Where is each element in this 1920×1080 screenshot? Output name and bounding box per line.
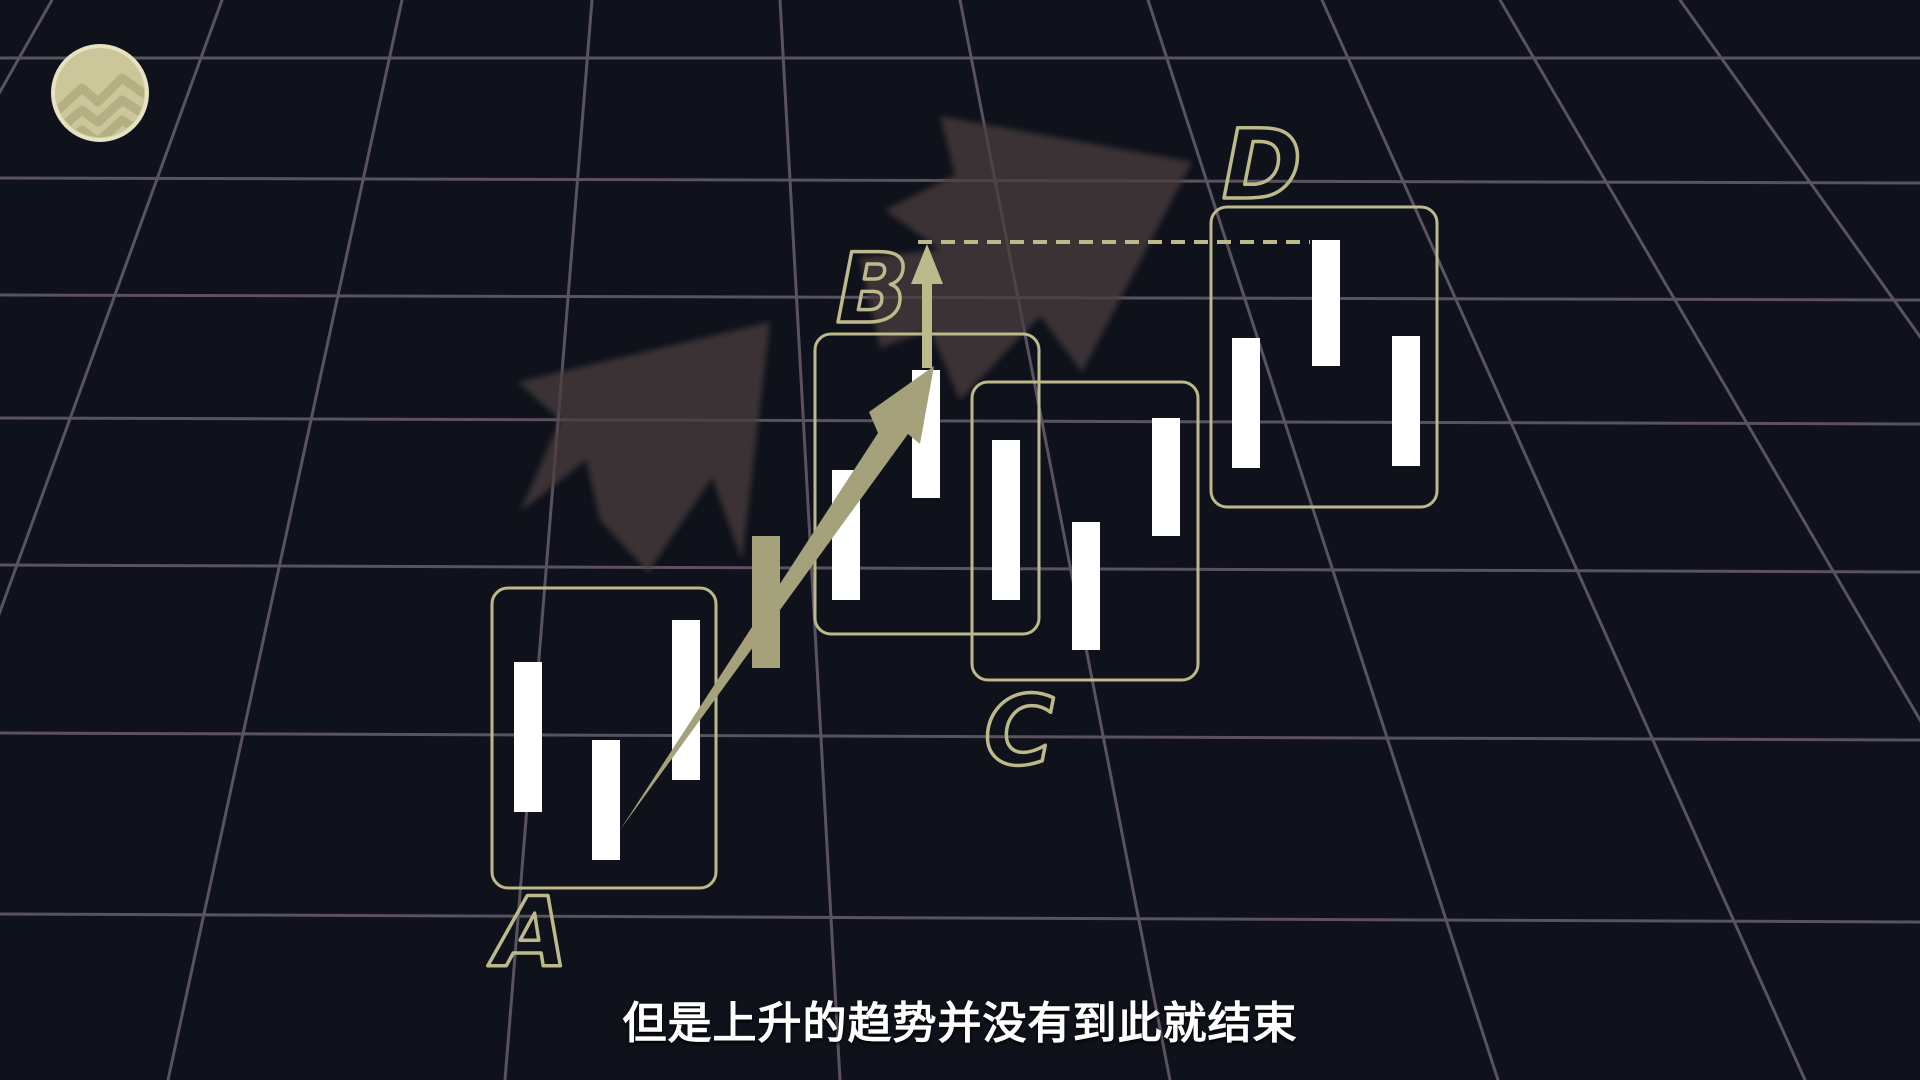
box-c [970,380,1200,682]
breakout-up-arrow [911,244,943,368]
candle-bar [1392,336,1420,466]
grid-line [0,0,224,617]
wave-logo-icon [51,44,149,142]
box-a [490,586,718,890]
label-b: B [836,233,909,345]
grid-line [0,912,1920,924]
grid-line [0,731,1920,742]
label-d: D [1222,109,1302,221]
candle-bar [1152,418,1180,536]
grid-line [166,0,404,1080]
ghost-arrow [518,322,770,572]
label-c: C [984,675,1054,787]
candle-bar [592,740,620,860]
grid-line [503,0,594,1080]
candle-bar [992,440,1020,600]
rising-trend-arrow [620,366,934,830]
candle-bars [514,240,1420,860]
grid-line [0,563,1920,574]
grid-line [0,416,1920,426]
candle-bar [1072,522,1100,650]
candle-bar [1232,338,1260,468]
grid-line [1146,0,1500,1080]
candle-bar [672,620,700,780]
grid-line [1678,0,1920,340]
grid-line [1498,0,1920,723]
ghost-arrows [518,116,1192,572]
label-a: A [487,877,568,989]
ghost-arrow [860,116,1192,400]
subtitle-caption: 但是上升的趋势并没有到此就结束 [622,998,1298,1049]
pattern-boxes [490,205,1439,890]
candle-bar [514,662,542,812]
grid-line [1320,0,1807,1080]
candle-bar [1312,240,1340,366]
box-d [1209,205,1439,509]
